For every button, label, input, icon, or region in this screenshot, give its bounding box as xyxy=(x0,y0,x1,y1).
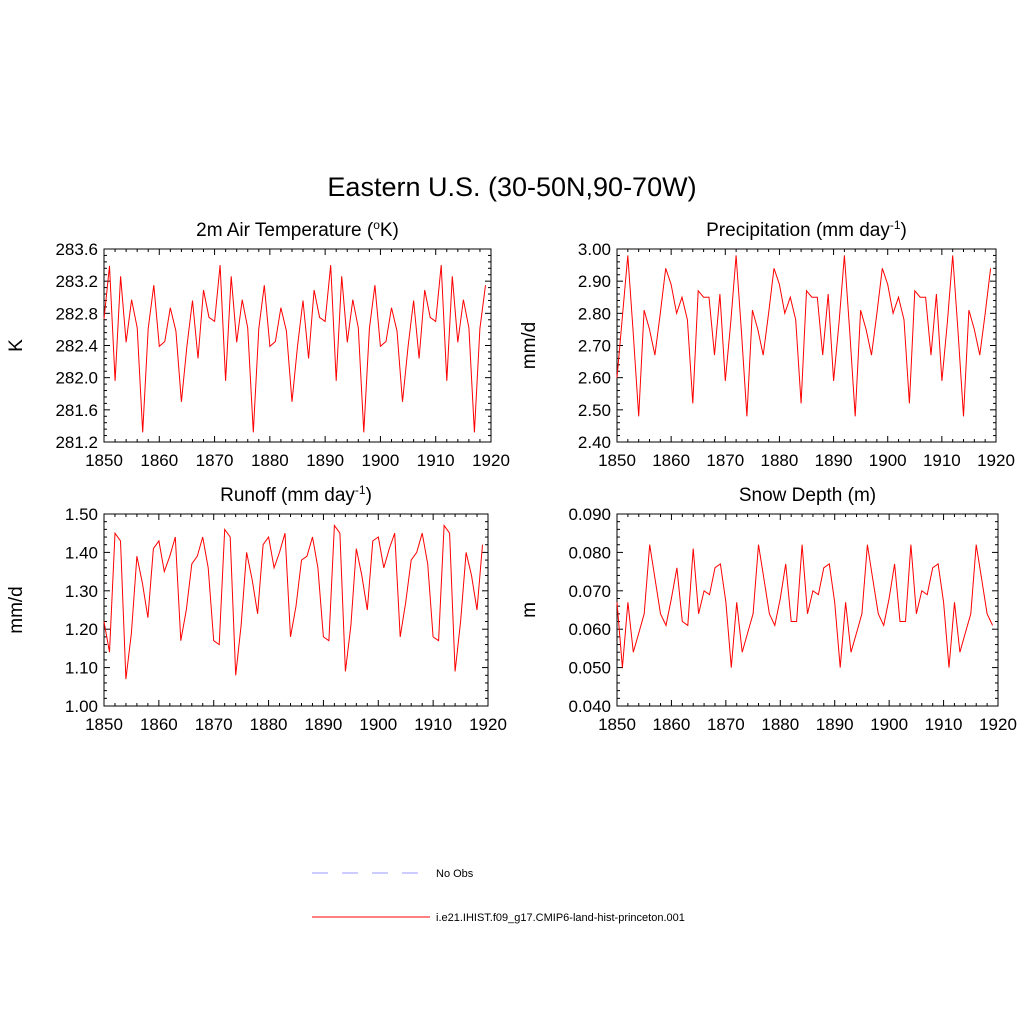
legend-label-no-obs: No Obs xyxy=(436,868,474,880)
y-tick-label: 282.0 xyxy=(55,369,98,388)
x-tick-label: 1860 xyxy=(140,715,178,734)
y-tick-label: 2.90 xyxy=(578,272,611,291)
series-line-temperature xyxy=(103,265,486,433)
x-tick-label: 1850 xyxy=(598,715,636,734)
y-tick-label: 283.2 xyxy=(55,272,98,291)
y-axis-label-runoff: mm/d xyxy=(6,586,27,634)
y-tick-label: 282.8 xyxy=(55,304,98,323)
y-tick-label: 1.50 xyxy=(65,505,98,524)
series-line-snow-depth xyxy=(616,544,994,668)
y-tick-label: 0.040 xyxy=(568,697,611,716)
y-tick-label: 1.10 xyxy=(65,659,98,678)
y-axis-label-snow-depth: m xyxy=(519,602,540,618)
x-tick-label: 1900 xyxy=(869,451,907,470)
x-tick-label: 1890 xyxy=(816,715,854,734)
panel-title-snow-depth: Snow Depth (m) xyxy=(739,485,876,506)
y-tick-label: 281.6 xyxy=(55,401,98,420)
x-tick-label: 1890 xyxy=(306,451,344,470)
x-tick-label: 1900 xyxy=(359,715,397,734)
y-tick-label: 0.080 xyxy=(568,543,611,562)
panel-title-precipitation: Precipitation (mm day-1) xyxy=(706,218,907,241)
y-tick-label: 3.00 xyxy=(578,240,611,259)
x-tick-label: 1910 xyxy=(414,715,452,734)
x-tick-label: 1920 xyxy=(977,451,1015,470)
panel-temperature: 2m Air Temperature (oK) 1850 1860 1870 1880 1… xyxy=(6,218,510,470)
y-tick-label: 1.30 xyxy=(65,582,98,601)
series-line-precipitation xyxy=(616,255,992,417)
x-tick-label: 1880 xyxy=(761,715,799,734)
x-tick-label: 1860 xyxy=(653,715,691,734)
x-tick-label: 1870 xyxy=(707,715,745,734)
y-tick-label: 0.060 xyxy=(568,620,611,639)
panel-precipitation: Precipitation (mm day-1) 1850 1860 1870 1880… xyxy=(519,218,1015,470)
x-tick-label: 1890 xyxy=(815,451,853,470)
x-tick-label: 1910 xyxy=(923,451,961,470)
y-tick-label: 2.50 xyxy=(578,401,611,420)
x-tick-label: 1890 xyxy=(305,715,343,734)
y-tick-label: 2.70 xyxy=(578,337,611,356)
legend: No Obs i.e21.IHIST.f09_g17.CMIP6-land-hi… xyxy=(312,868,685,924)
x-tick-label: 1910 xyxy=(417,451,455,470)
x-tick-label: 1870 xyxy=(196,451,234,470)
x-tick-label: 1920 xyxy=(472,451,510,470)
y-tick-label: 0.070 xyxy=(568,582,611,601)
x-tick-label: 1850 xyxy=(85,451,123,470)
x-tick-label: 1920 xyxy=(469,715,507,734)
plot-frame-snow-depth xyxy=(616,513,999,707)
panel-snow-depth: Snow Depth (m) 1850 1860 1870 1880 1890 1900 19… xyxy=(519,485,1017,734)
y-axis-label-temperature: K xyxy=(6,339,27,352)
panels: 2m Air Temperature (oK) 1850 1860 1870 1880 1… xyxy=(6,218,1017,734)
x-tick-label: 1870 xyxy=(195,715,233,734)
y-tick-label: 281.2 xyxy=(55,433,98,452)
plot-frame-precipitation xyxy=(616,248,997,443)
y-tick-label: 283.6 xyxy=(55,240,98,259)
y-tick-label: 2.40 xyxy=(578,433,611,452)
x-tick-label: 1870 xyxy=(706,451,744,470)
x-tick-label: 1900 xyxy=(362,451,400,470)
x-tick-label: 1850 xyxy=(598,451,636,470)
y-tick-label: 1.40 xyxy=(65,543,98,562)
series-line-runoff xyxy=(103,524,483,680)
y-axis-label-precipitation: mm/d xyxy=(519,322,540,370)
panel-title-runoff: Runoff (mm day-1) xyxy=(220,483,372,506)
x-tick-label: 1880 xyxy=(761,451,799,470)
x-tick-label: 1860 xyxy=(652,451,690,470)
x-tick-label: 1910 xyxy=(925,715,963,734)
y-tick-label: 1.20 xyxy=(65,620,98,639)
x-tick-label: 1860 xyxy=(140,451,178,470)
y-tick-label: 0.050 xyxy=(568,659,611,678)
x-tick-label: 1920 xyxy=(979,715,1017,734)
x-tick-label: 1850 xyxy=(85,715,123,734)
panel-runoff: Runoff (mm day-1) 1850 1860 1870 1880 1890 190… xyxy=(6,483,507,734)
x-tick-label: 1880 xyxy=(251,451,289,470)
y-tick-label: 2.60 xyxy=(578,369,611,388)
plot-frame-runoff xyxy=(103,513,489,707)
legend-label-model: i.e21.IHIST.f09_g17.CMIP6-land-hist-prin… xyxy=(436,912,685,924)
y-tick-label: 282.4 xyxy=(55,337,98,356)
figure-title: Eastern U.S. (30-50N,90-70W) xyxy=(327,172,696,202)
x-tick-label: 1900 xyxy=(870,715,908,734)
x-tick-label: 1880 xyxy=(250,715,288,734)
y-tick-label: 2.80 xyxy=(578,304,611,323)
y-tick-label: 0.090 xyxy=(568,505,611,524)
panel-title-temperature: 2m Air Temperature (oK) xyxy=(196,218,399,241)
y-tick-label: 1.00 xyxy=(65,697,98,716)
